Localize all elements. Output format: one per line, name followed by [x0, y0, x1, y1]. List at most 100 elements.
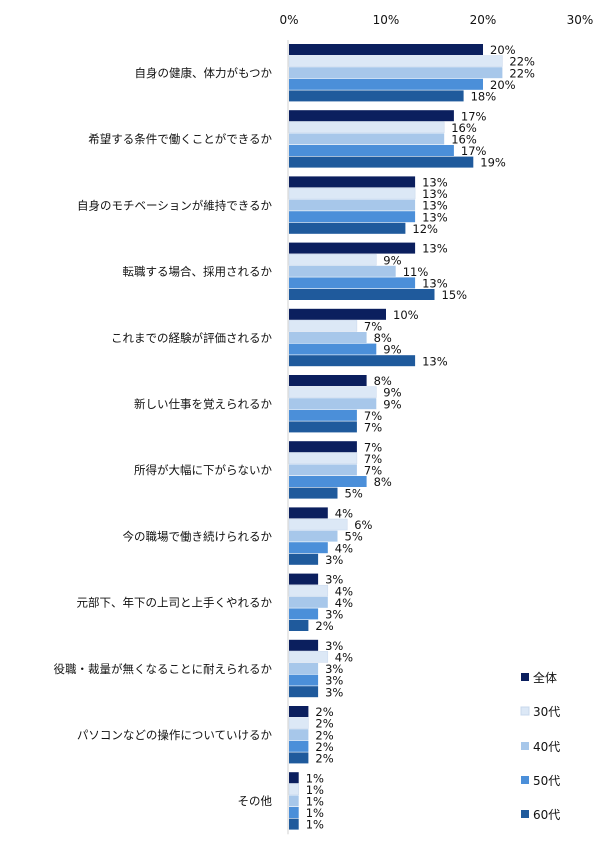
- data-label: 8%: [374, 475, 392, 489]
- data-label: 20%: [490, 43, 516, 57]
- category-label: 所得が大幅に下がらないか: [134, 463, 272, 477]
- data-label: 3%: [325, 553, 343, 567]
- bar-40代: [289, 67, 503, 79]
- data-label: 3%: [325, 573, 343, 587]
- x-tick-label: 20%: [470, 13, 497, 27]
- data-label: 8%: [374, 331, 392, 345]
- bar-30代: [288, 584, 329, 597]
- data-label: 3%: [325, 639, 343, 653]
- data-label: 15%: [442, 288, 468, 302]
- data-label: 7%: [364, 452, 382, 466]
- bar-30代: [288, 55, 503, 67]
- bar-50代: [289, 211, 416, 223]
- bar-40代: [289, 596, 328, 608]
- data-label: 7%: [364, 421, 382, 435]
- data-label: 13%: [422, 210, 448, 224]
- bar-全体: [289, 573, 319, 585]
- data-label: 1%: [306, 771, 324, 785]
- bar-50代: [289, 608, 319, 620]
- data-label: 3%: [325, 662, 343, 676]
- bar-40代: [289, 530, 338, 542]
- legend-label: 全体: [533, 670, 557, 685]
- bar-50代: [289, 807, 299, 818]
- data-label: 9%: [383, 397, 401, 411]
- data-label: 20%: [490, 78, 516, 92]
- data-label: 12%: [412, 222, 438, 236]
- bar-60代: [289, 620, 309, 631]
- data-label: 11%: [403, 265, 429, 279]
- data-label: 2%: [315, 619, 333, 633]
- bar-60代: [289, 487, 338, 499]
- data-label: 3%: [325, 685, 343, 699]
- bar-50代: [289, 409, 357, 421]
- bar-30代: [288, 320, 358, 332]
- bar-30代: [288, 518, 348, 531]
- legend-label: 60代: [533, 808, 560, 822]
- bar-50代: [289, 78, 483, 90]
- legend-swatch: [521, 673, 529, 681]
- data-label: 2%: [315, 740, 333, 754]
- bar-40代: [289, 332, 367, 343]
- data-label: 4%: [335, 651, 353, 665]
- bar-60代: [289, 222, 406, 234]
- data-label: 9%: [383, 343, 401, 357]
- bar-40代: [289, 729, 309, 741]
- data-label: 7%: [364, 440, 382, 454]
- category-label: 今の職場で働き続けられるか: [123, 529, 273, 543]
- category-label: 役職・裁量が無くなることに耐えられるか: [54, 662, 273, 676]
- bar-60代: [289, 553, 319, 565]
- data-label: 8%: [374, 374, 392, 388]
- data-label: 13%: [422, 176, 448, 190]
- bar-全体: [289, 308, 386, 320]
- data-label: 16%: [451, 121, 477, 135]
- category-label: 希望する条件で働くことができるか: [88, 132, 272, 146]
- data-label: 17%: [461, 109, 487, 123]
- bar-全体: [289, 772, 299, 784]
- data-label: 13%: [422, 187, 448, 201]
- bar-40代: [289, 133, 445, 145]
- data-label: 22%: [509, 66, 535, 80]
- data-label: 13%: [422, 354, 448, 368]
- data-label: 1%: [306, 818, 324, 832]
- legend-label: 30代: [533, 705, 560, 719]
- data-label: 1%: [306, 795, 324, 809]
- bar-60代: [289, 355, 416, 367]
- data-label: 4%: [335, 584, 353, 598]
- data-label: 17%: [461, 144, 487, 158]
- data-label: 4%: [335, 507, 353, 521]
- bar-50代: [289, 740, 309, 752]
- bar-30代: [288, 783, 299, 796]
- bar-全体: [289, 44, 483, 55]
- bar-50代: [289, 476, 367, 487]
- bar-60代: [289, 156, 474, 168]
- bar-50代: [289, 542, 328, 554]
- bar-40代: [289, 663, 319, 674]
- bar-50代: [289, 343, 377, 355]
- data-label: 2%: [315, 752, 333, 766]
- data-label: 3%: [325, 674, 343, 688]
- category-label: 自身のモチベーションが維持できるか: [77, 198, 273, 212]
- category-label: 自身の健康、体力がもつか: [134, 66, 272, 80]
- category-label: 新しい仕事を覚えられるか: [134, 397, 272, 411]
- bar-30代: [288, 253, 377, 266]
- bar-30代: [288, 187, 416, 200]
- bar-全体: [289, 110, 454, 122]
- data-label: 5%: [345, 530, 363, 544]
- bar-全体: [289, 639, 319, 651]
- bar-40代: [289, 199, 416, 211]
- bar-40代: [289, 795, 299, 807]
- data-label: 2%: [315, 705, 333, 719]
- data-label: 19%: [480, 156, 506, 170]
- bar-全体: [289, 507, 328, 519]
- bar-全体: [289, 441, 357, 453]
- data-label: 10%: [393, 308, 419, 322]
- legend-swatch: [521, 810, 529, 818]
- data-label: 13%: [422, 277, 448, 291]
- legend-swatch: [521, 742, 529, 750]
- data-label: 13%: [422, 242, 448, 256]
- data-label: 16%: [451, 133, 477, 147]
- bar-60代: [289, 686, 319, 698]
- data-label: 7%: [364, 320, 382, 334]
- data-label: 9%: [383, 386, 401, 400]
